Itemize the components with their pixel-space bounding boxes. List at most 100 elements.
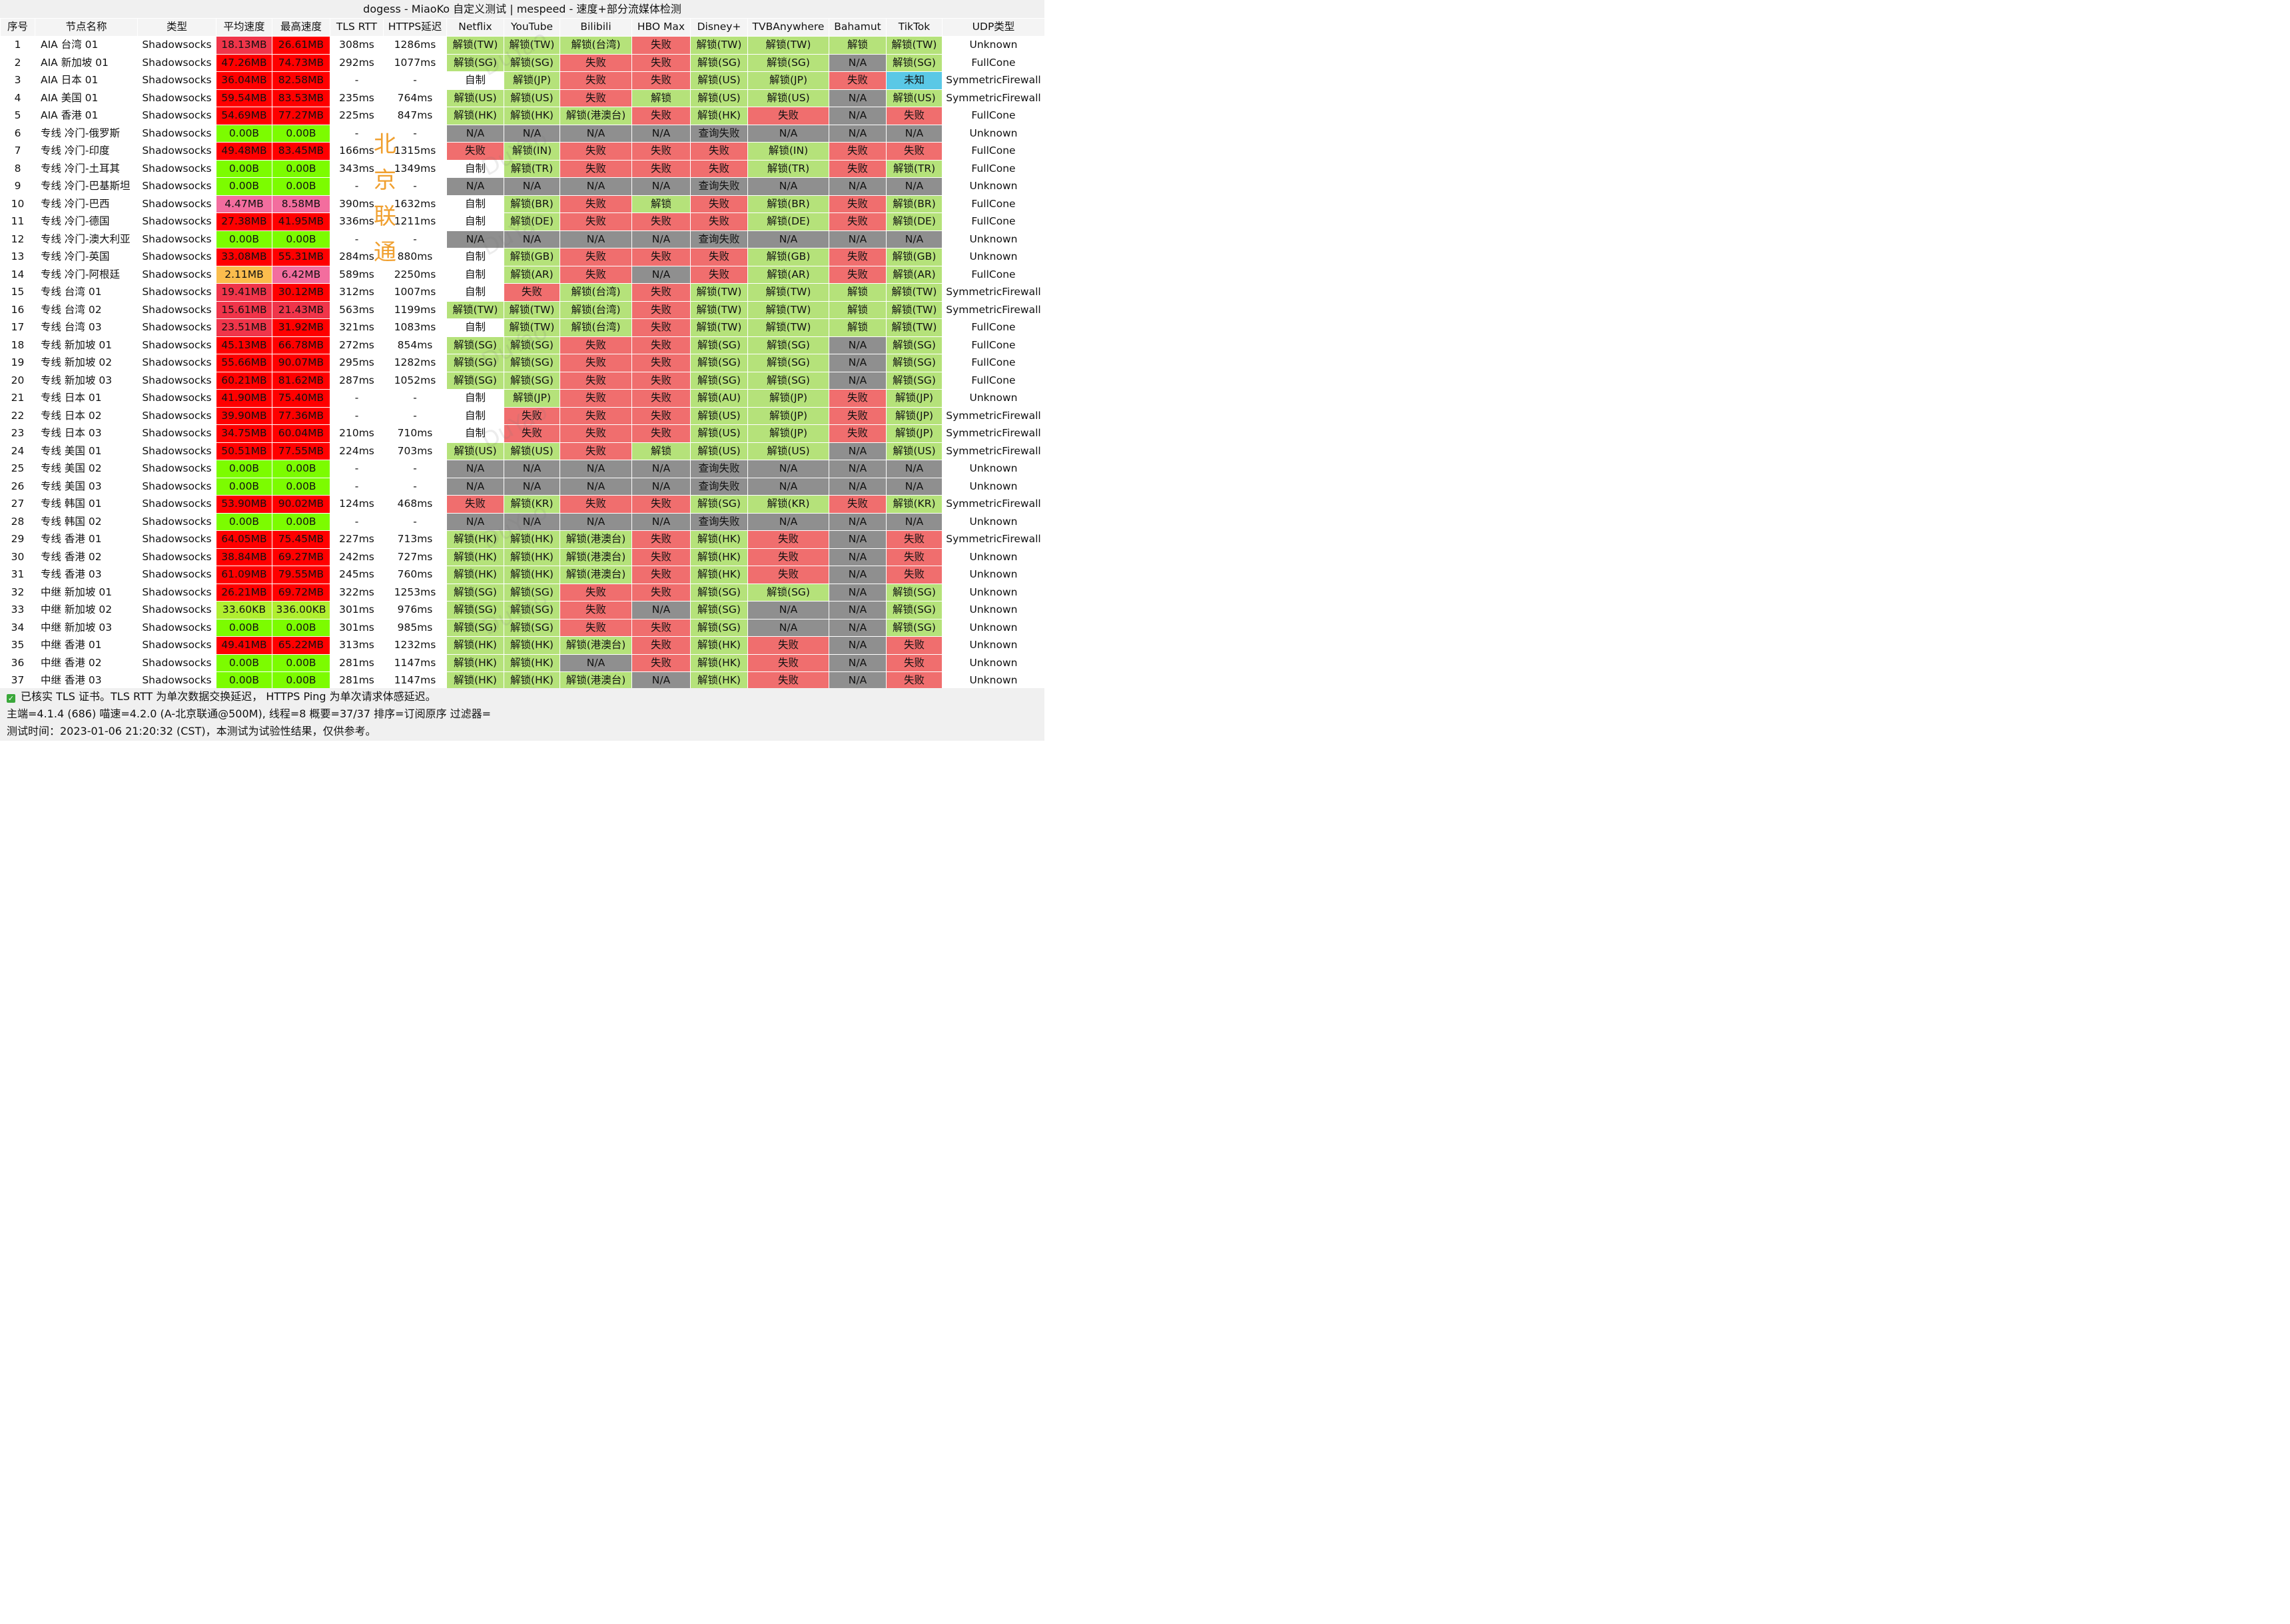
table-row: 8 专线 冷门-土耳其 Shadowsocks 0.00B 0.00B 343ms 1349… bbox=[0, 159, 1045, 178]
netflix-cell: 解锁(US) bbox=[446, 89, 504, 107]
netflix-cell: 解锁(HK) bbox=[446, 107, 504, 125]
avg-speed-cell: 38.84MB bbox=[216, 548, 272, 566]
bilibili-cell: 解锁(港澳台) bbox=[560, 548, 632, 566]
table-row: 33 中继 新加坡 02 Shadowsocks 33.60KB 336.00KB 301… bbox=[0, 601, 1045, 619]
avg-speed-cell: 49.48MB bbox=[216, 142, 272, 161]
index-cell: 22 bbox=[0, 406, 35, 425]
udp-type-cell: Unknown bbox=[942, 636, 1045, 655]
hbo-max-cell: N/A bbox=[631, 230, 691, 248]
max-speed-cell: 8.58MB bbox=[272, 195, 330, 213]
hbo-max-cell: N/A bbox=[631, 460, 691, 478]
tiktok-cell: 解锁(JP) bbox=[886, 406, 943, 425]
max-speed-cell: 81.62MB bbox=[272, 371, 330, 390]
hbo-max-cell: 失败 bbox=[631, 318, 691, 337]
column-header: 类型 bbox=[137, 18, 216, 37]
tls-rtt-cell: - bbox=[330, 389, 384, 408]
tvbanywhere-cell: 失败 bbox=[747, 548, 829, 566]
udp-type-cell: SymmetricFirewall bbox=[942, 71, 1045, 90]
youtube-cell: 解锁(SG) bbox=[504, 371, 560, 390]
node-name-cell: 专线 韩国 01 bbox=[35, 495, 138, 514]
tls-rtt-cell: - bbox=[330, 477, 384, 496]
tvbanywhere-cell: 解锁(US) bbox=[747, 442, 829, 460]
https-latency-cell: 1349ms bbox=[383, 159, 447, 178]
table-row: 34 中继 新加坡 03 Shadowsocks 0.00B 0.00B 301ms 985… bbox=[0, 618, 1045, 637]
youtube-cell: 解锁(BR) bbox=[504, 195, 560, 213]
max-speed-cell: 74.73MB bbox=[272, 53, 330, 72]
disney-plus-cell: 解锁(SG) bbox=[690, 354, 748, 372]
node-name-cell: 专线 日本 01 bbox=[35, 389, 138, 408]
tiktok-cell: 解锁(SG) bbox=[886, 618, 943, 637]
type-cell: Shadowsocks bbox=[137, 653, 216, 672]
bahamut-cell: N/A bbox=[829, 371, 887, 390]
index-cell: 17 bbox=[0, 318, 35, 337]
tls-rtt-cell: 281ms bbox=[330, 653, 384, 672]
avg-speed-cell: 54.69MB bbox=[216, 107, 272, 125]
bahamut-cell: 失败 bbox=[829, 406, 887, 425]
table-row: 20 专线 新加坡 03 Shadowsocks 60.21MB 81.62MB 287m… bbox=[0, 371, 1045, 390]
disney-plus-cell: 失败 bbox=[690, 212, 748, 231]
https-latency-cell: 1211ms bbox=[383, 212, 447, 231]
column-header: YouTube bbox=[504, 18, 560, 37]
bilibili-cell: 失败 bbox=[560, 89, 632, 107]
index-cell: 6 bbox=[0, 124, 35, 143]
type-cell: Shadowsocks bbox=[137, 265, 216, 284]
index-cell: 11 bbox=[0, 212, 35, 231]
bilibili-cell: N/A bbox=[560, 230, 632, 248]
avg-speed-cell: 34.75MB bbox=[216, 424, 272, 443]
tls-rtt-cell: - bbox=[330, 512, 384, 531]
https-latency-cell: 1315ms bbox=[383, 142, 447, 161]
disney-plus-cell: 解锁(SG) bbox=[690, 371, 748, 390]
hbo-max-cell: 失败 bbox=[631, 107, 691, 125]
disney-plus-cell: 解锁(TW) bbox=[690, 318, 748, 337]
disney-plus-cell: 解锁(HK) bbox=[690, 566, 748, 584]
https-latency-cell: 1199ms bbox=[383, 300, 447, 319]
avg-speed-cell: 4.47MB bbox=[216, 195, 272, 213]
max-speed-cell: 30.12MB bbox=[272, 283, 330, 302]
https-latency-cell: - bbox=[383, 71, 447, 90]
node-name-cell: 中继 香港 02 bbox=[35, 653, 138, 672]
table-row: 24 专线 美国 01 Shadowsocks 50.51MB 77.55MB 224ms… bbox=[0, 442, 1045, 460]
table-row: 12 专线 冷门-澳大利亚 Shadowsocks 0.00B 0.00B - - N/A N/… bbox=[0, 230, 1045, 248]
tvbanywhere-cell: 解锁(SG) bbox=[747, 354, 829, 372]
tls-rtt-cell: - bbox=[330, 460, 384, 478]
tls-rtt-cell: 563ms bbox=[330, 300, 384, 319]
column-header: 最高速度 bbox=[272, 18, 330, 37]
https-latency-cell: 847ms bbox=[383, 107, 447, 125]
youtube-cell: N/A bbox=[504, 477, 560, 496]
https-latency-cell: 1083ms bbox=[383, 318, 447, 337]
index-cell: 27 bbox=[0, 495, 35, 514]
youtube-cell: 解锁(TW) bbox=[504, 36, 560, 55]
table-row: 37 中继 香港 03 Shadowsocks 0.00B 0.00B 281ms 1147… bbox=[0, 671, 1045, 690]
hbo-max-cell: 解锁 bbox=[631, 89, 691, 107]
table-row: 26 专线 美国 03 Shadowsocks 0.00B 0.00B - - N/A N/A N… bbox=[0, 477, 1045, 496]
bahamut-cell: N/A bbox=[829, 89, 887, 107]
udp-type-cell: SymmetricFirewall bbox=[942, 424, 1045, 443]
type-cell: Shadowsocks bbox=[137, 124, 216, 143]
netflix-cell: N/A bbox=[446, 177, 504, 196]
max-speed-cell: 21.43MB bbox=[272, 300, 330, 319]
netflix-cell: 自制 bbox=[446, 283, 504, 302]
tls-rtt-cell: - bbox=[330, 230, 384, 248]
youtube-cell: 解锁(SG) bbox=[504, 583, 560, 602]
tiktok-cell: 解锁(BR) bbox=[886, 195, 943, 213]
youtube-cell: 失败 bbox=[504, 406, 560, 425]
udp-type-cell: SymmetricFirewall bbox=[942, 89, 1045, 107]
disney-plus-cell: 解锁(AU) bbox=[690, 389, 748, 408]
youtube-cell: 解锁(TR) bbox=[504, 159, 560, 178]
disney-plus-cell: 解锁(HK) bbox=[690, 548, 748, 566]
index-cell: 28 bbox=[0, 512, 35, 531]
table-header-row: 序号 节点名称 类型 平均速度 最高速度 TLS RTT HTTPS延迟 Netflix You… bbox=[0, 18, 1045, 37]
index-cell: 23 bbox=[0, 424, 35, 443]
tls-rtt-cell: 166ms bbox=[330, 142, 384, 161]
tls-rtt-cell: 390ms bbox=[330, 195, 384, 213]
avg-speed-cell: 61.09MB bbox=[216, 566, 272, 584]
tiktok-cell: 失败 bbox=[886, 653, 943, 672]
youtube-cell: 解锁(KR) bbox=[504, 495, 560, 514]
disney-plus-cell: 查询失败 bbox=[690, 512, 748, 531]
tvbanywhere-cell: 解锁(IN) bbox=[747, 142, 829, 161]
tls-rtt-cell: 281ms bbox=[330, 671, 384, 690]
table-row: 7 专线 冷门-印度 Shadowsocks 49.48MB 83.45MB 166ms 1… bbox=[0, 142, 1045, 161]
tls-rtt-cell: - bbox=[330, 406, 384, 425]
table-row: 18 专线 新加坡 01 Shadowsocks 45.13MB 66.78MB 272m… bbox=[0, 336, 1045, 354]
udp-type-cell: FullCone bbox=[942, 53, 1045, 72]
